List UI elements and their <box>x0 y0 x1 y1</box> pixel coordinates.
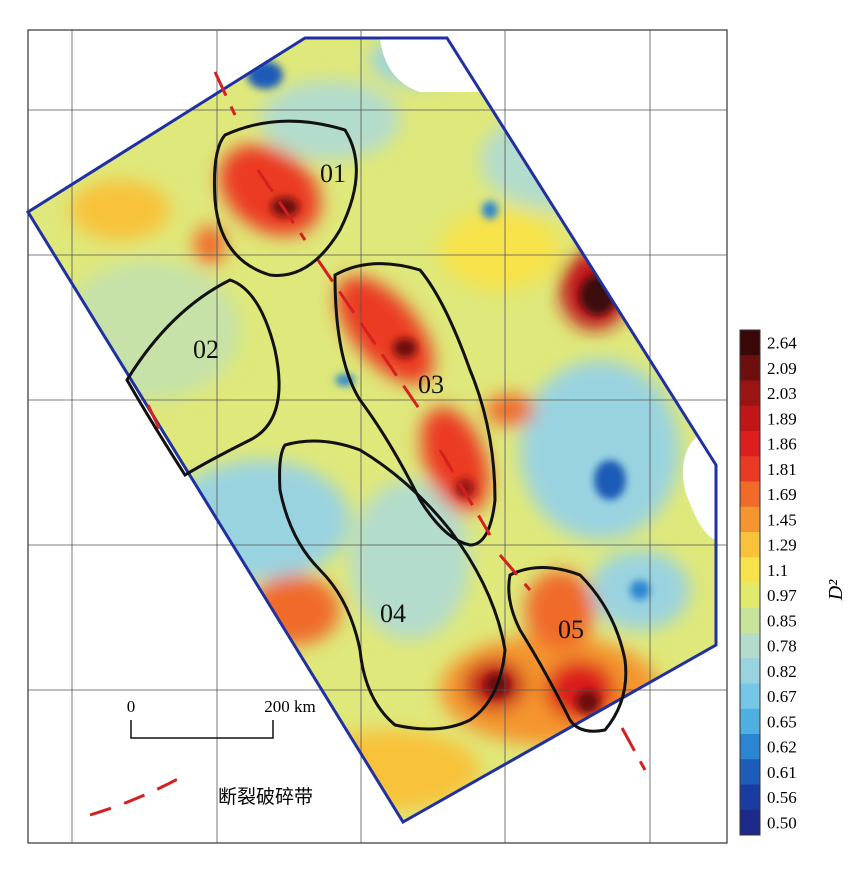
colorbar-cell <box>740 607 760 634</box>
colorbar-label: 0.56 <box>767 788 797 807</box>
colorbar-cell <box>740 759 760 785</box>
colorbar-title: D² <box>825 579 847 601</box>
colorbar-cell <box>740 633 760 659</box>
colorbar: 2.64 2.09 2.03 1.89 1.86 1.81 1.69 1.45 1.29 1.1 0… <box>739 329 797 836</box>
colorbar-cell <box>740 658 760 684</box>
colorbar-label: 1.45 <box>767 510 797 529</box>
survey-boundary <box>25 36 718 825</box>
fault-lines <box>146 71 647 771</box>
zone-label: 05 <box>558 615 584 644</box>
colorbar-label: 1.81 <box>767 460 797 479</box>
colorbar-label: 0.62 <box>767 738 797 757</box>
colorbar-label: 2.09 <box>767 359 797 378</box>
legend: 断裂破碎带 <box>89 773 313 817</box>
scale-start: 0 <box>127 697 136 716</box>
colorbar-label: 0.97 <box>767 586 797 605</box>
colorbar-cell <box>740 506 760 533</box>
colorbar-label: 1.1 <box>767 561 788 580</box>
colorbar-cell <box>740 708 760 735</box>
colorbar-label: 2.64 <box>767 334 797 353</box>
colorbar-cell <box>740 456 760 482</box>
scale-end: 200 km <box>264 697 315 716</box>
colorbar-cell <box>740 683 760 710</box>
colorbar-cell <box>740 481 760 508</box>
zone-label: 03 <box>418 370 444 399</box>
colorbar-label: 0.78 <box>767 637 797 656</box>
colorbar-label: 0.65 <box>767 712 797 731</box>
colorbar-label: 2.03 <box>767 384 797 403</box>
colorbar-label: 1.86 <box>767 435 797 454</box>
colorbar-label: 0.67 <box>767 687 797 706</box>
colorbar-cell <box>740 330 760 356</box>
zone-label: 02 <box>193 335 219 364</box>
zone-label: 01 <box>320 159 346 188</box>
colorbar-cell <box>740 734 760 760</box>
colorbar-cell <box>740 582 760 609</box>
colorbar-label: 0.61 <box>767 763 797 782</box>
colorbar-label: 1.29 <box>767 536 797 555</box>
colorbar-frame <box>739 329 761 836</box>
legend-label: 断裂破碎带 <box>218 786 313 808</box>
colorbar-cell <box>740 809 760 836</box>
colorbar-label: 1.89 <box>767 409 797 428</box>
scale-bar: 0 200 km <box>127 697 316 739</box>
colorbar-cell <box>740 532 760 558</box>
colorbar-label: 0.82 <box>767 662 797 681</box>
grid <box>28 30 727 843</box>
colorbar-cell <box>740 405 760 432</box>
colorbar-label: 1.69 <box>767 485 797 504</box>
colorbar-cell <box>740 355 760 381</box>
colorbar-label: 0.85 <box>767 611 797 630</box>
colorbar-cell <box>740 380 760 407</box>
colorbar-cell <box>740 431 760 457</box>
colorbar-cell <box>740 784 760 811</box>
zone-label: 04 <box>380 599 406 628</box>
colorbar-cell <box>740 557 760 583</box>
colorbar-label: 0.50 <box>767 813 797 832</box>
